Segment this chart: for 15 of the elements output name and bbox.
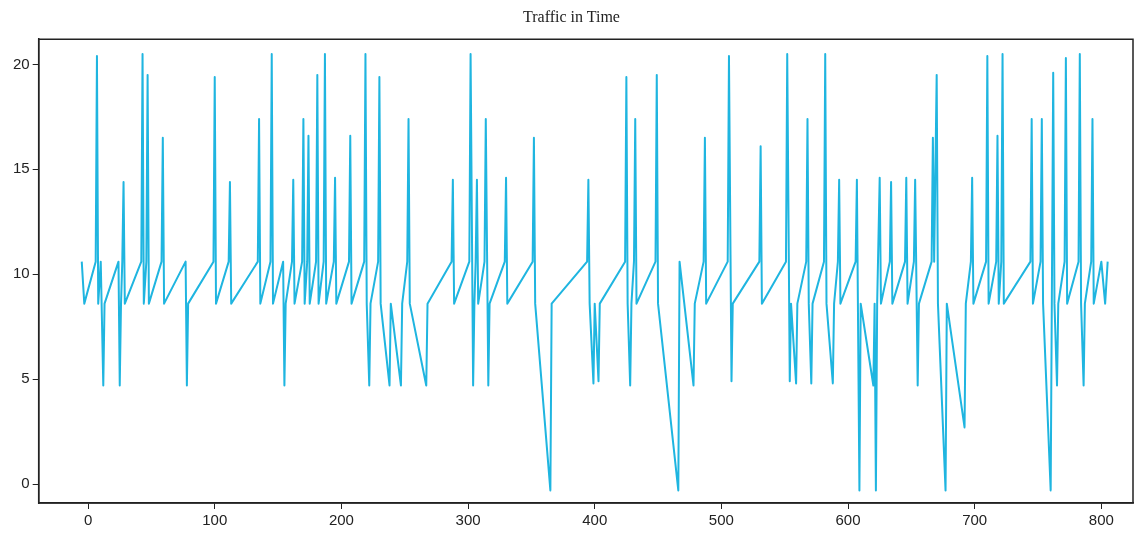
y-tick-label: 5 [21, 369, 30, 387]
chart-title: Traffic in Time [523, 7, 620, 25]
y-tick-label: 0 [21, 474, 30, 492]
x-tick-label: 300 [455, 511, 481, 529]
x-tick-label: 700 [962, 511, 988, 529]
x-tick-label: 100 [202, 511, 228, 529]
y-tick-label: 10 [13, 264, 30, 282]
x-tick-label: 400 [582, 511, 608, 529]
y-tick-label: 20 [13, 54, 30, 72]
x-tick-label: 0 [83, 511, 93, 529]
x-tick-label: 200 [328, 511, 354, 529]
x-tick-label: 500 [708, 511, 734, 529]
x-tick-label: 800 [1088, 511, 1114, 529]
y-tick-label: 15 [13, 159, 30, 177]
x-tick-label: 600 [835, 511, 861, 529]
